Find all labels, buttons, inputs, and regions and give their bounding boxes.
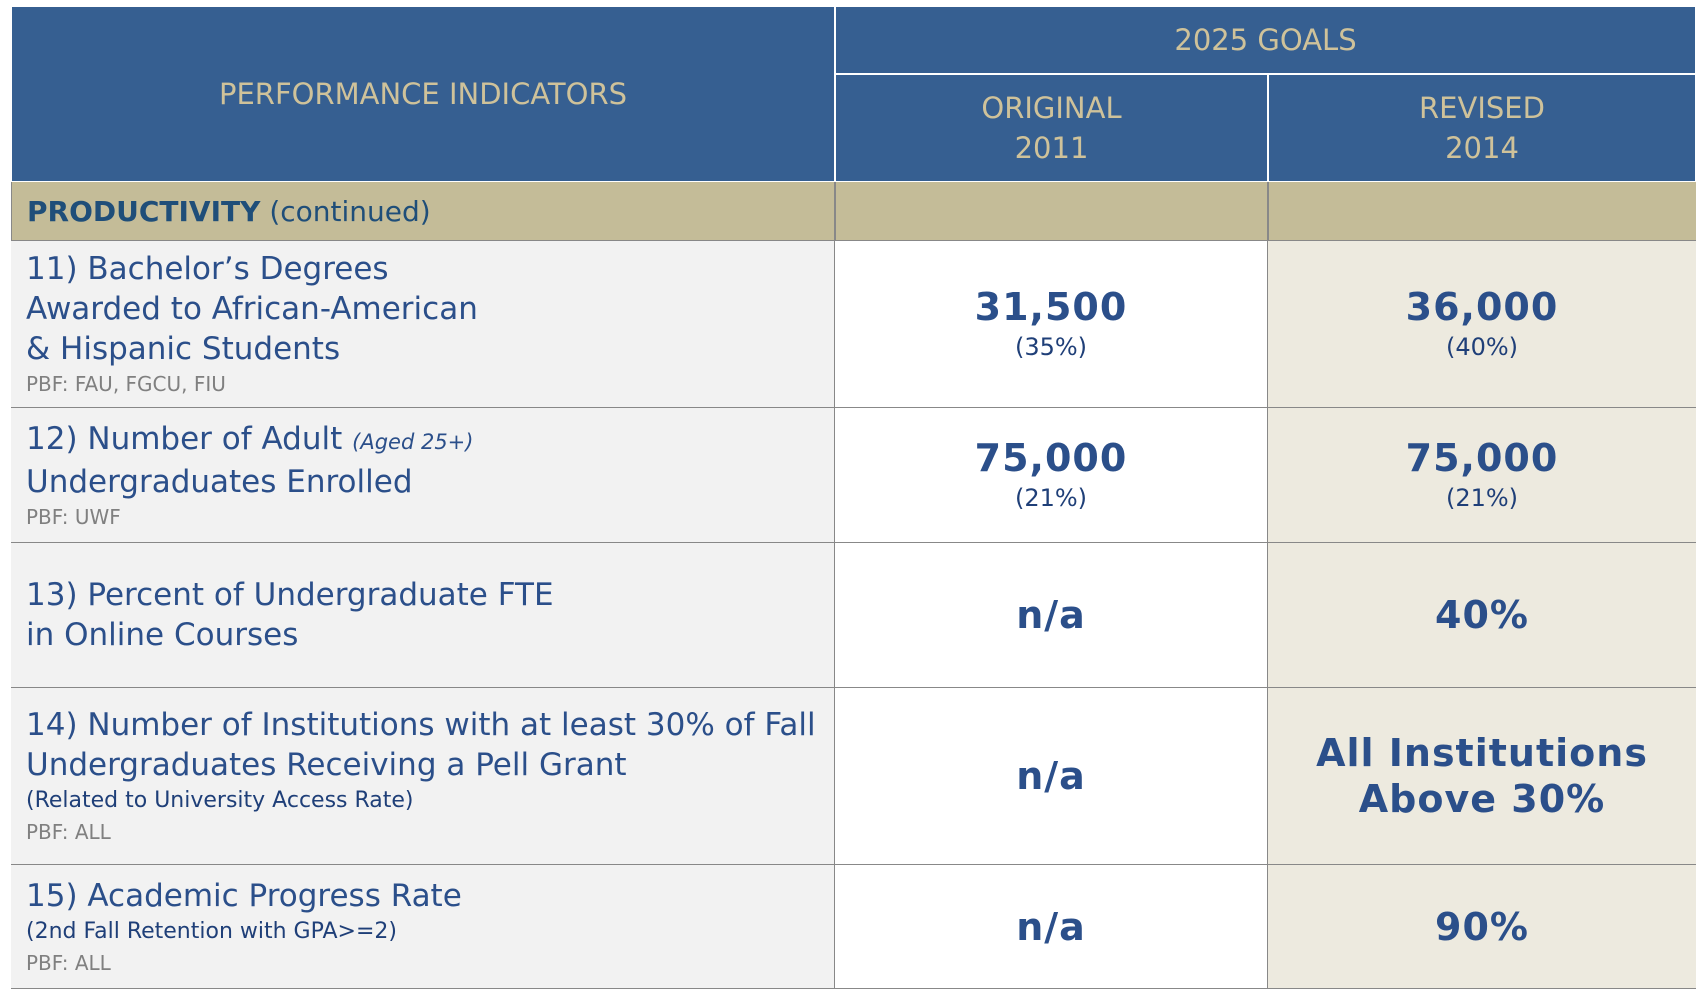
header-text: 2014 [1445,131,1519,165]
section-note: (continued) [269,194,431,228]
indicator-text: & Hispanic Students [26,331,341,367]
original-cell: n/a [835,688,1268,865]
goals-header: 2025 GOALS [835,6,1696,74]
indicator-text: Undergraduates Enrolled [26,463,413,500]
indicator-text: Awarded to African-American [26,291,478,327]
header-text: 2025 GOALS [1174,23,1357,57]
goal-value: Above 30% [1358,777,1606,821]
original-cell: n/a [835,543,1268,688]
section-cell [1268,182,1696,241]
revised-cell: 75,000 (21%) [1268,408,1696,543]
header-text: PERFORMANCE INDICATORS [218,77,628,111]
indicator-line: 12) Number of Adult (Aged 25+) [26,419,834,462]
goal-value: 75,000 [1405,436,1559,480]
indicator-text: 12) Number of Adult [26,420,343,457]
revised-cell: 90% [1268,865,1696,989]
indicator-cell: 14) Number of Institutions with at least… [11,688,835,865]
original-cell: 31,500 (35%) [835,241,1268,408]
indicator-line: Undergraduates Receiving a Pell Grant [26,745,834,785]
goal-value: 31,500 [974,285,1128,329]
original-cell: 75,000 (21%) [835,408,1268,543]
indicator-cell: 15) Academic Progress Rate (2nd Fall Rete… [11,865,835,989]
indicator-text: 13) Percent of Undergraduate FTE [26,577,554,613]
indicator-line: 11) Bachelor’s Degrees [26,249,834,289]
indicator-sub: (2nd Fall Retention with GPA>=2) [26,918,397,944]
pbf-note: PBF: ALL [26,820,111,844]
goal-value: 90% [1435,904,1529,949]
indicator-line: 13) Percent of Undergraduate FTE [26,575,834,615]
indicator-line: 14) Number of Institutions with at least… [26,705,834,745]
goal-percent: (21%) [1445,484,1519,512]
indicator-cell: 13) Percent of Undergraduate FTE in Onlin… [11,543,835,688]
indicator-text: 11) Bachelor’s Degrees [26,251,389,287]
indicator-aside: (Aged 25+) [352,429,474,454]
indicator-line: in Online Courses [26,615,834,655]
indicator-line: & Hispanic Students [26,329,834,369]
pbf-note: PBF: ALL [26,950,111,975]
section-row: PRODUCTIVITY (continued) [11,182,835,241]
header-text: ORIGINAL [981,91,1122,125]
indicator-sub: (Related to University Access Rate) [26,788,414,813]
revised-cell: All Institutions Above 30% [1268,688,1696,865]
indicator-line: Awarded to African-American [26,289,834,329]
goal-percent: (40%) [1445,333,1519,361]
revised-cell: 36,000 (40%) [1268,241,1696,408]
goal-value: 75,000 [974,436,1128,480]
header-text: 2011 [1014,131,1089,165]
header-text: REVISED [1419,91,1545,125]
pbf-note: PBF: UWF [26,504,121,529]
goal-value: n/a [1016,904,1086,949]
indicator-text: 14) Number of Institutions with at least… [26,707,816,743]
revised-cell: 40% [1268,543,1696,688]
indicators-header: PERFORMANCE INDICATORS [11,6,835,182]
revised-header: REVISED 2014 [1268,74,1696,182]
indicator-text: in Online Courses [26,617,299,653]
goal-value: 36,000 [1405,285,1559,329]
goal-percent: (21%) [1014,484,1088,512]
section-cell [835,182,1268,241]
indicator-cell: 11) Bachelor’s Degrees Awarded to African… [11,241,835,408]
section-name: PRODUCTIVITY [27,194,261,228]
indicator-line: Undergraduates Enrolled [26,462,834,502]
goal-value: n/a [1016,754,1086,798]
goal-value: 40% [1435,593,1529,637]
goal-value: All Institutions [1316,731,1648,775]
goal-value: n/a [1016,593,1086,637]
indicator-text: 15) Academic Progress Rate [26,877,462,914]
goal-percent: (35%) [1014,333,1088,361]
pbf-note: PBF: FAU, FGCU, FIU [26,372,226,396]
original-cell: n/a [835,865,1268,989]
original-header: ORIGINAL 2011 [835,74,1268,182]
indicator-text: Undergraduates Receiving a Pell Grant [26,747,627,783]
indicator-line: 15) Academic Progress Rate [26,876,834,916]
indicator-cell: 12) Number of Adult (Aged 25+) Undergradu… [11,408,835,543]
